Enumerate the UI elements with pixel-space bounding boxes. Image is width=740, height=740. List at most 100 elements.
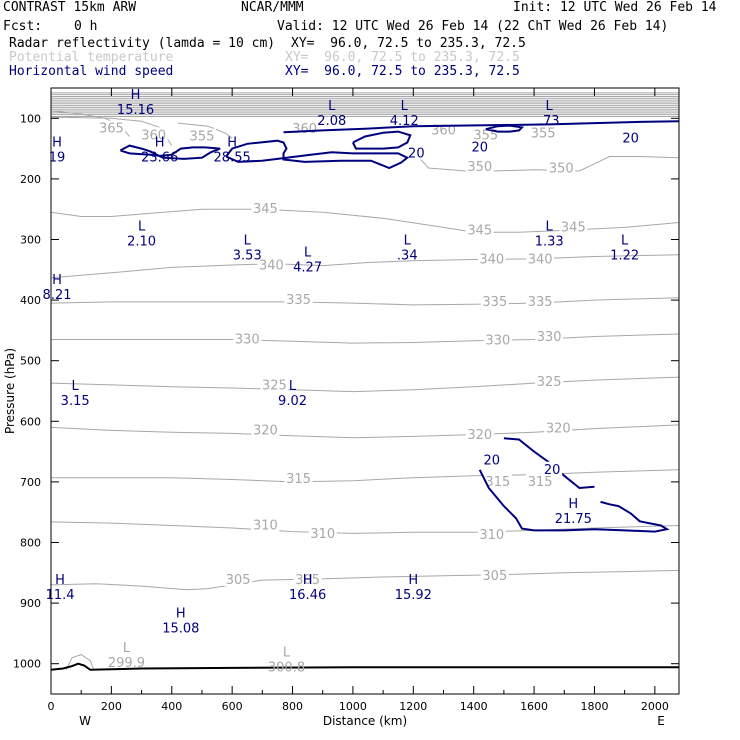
extremum-high-marker: H [155, 135, 165, 150]
org-name: NCAR/MMM [241, 0, 304, 15]
theta-contour-label: 305 [482, 569, 507, 584]
theta-contour-345 [51, 208, 679, 233]
plot-border [50, 87, 680, 695]
y-tick-label: 300 [20, 234, 41, 247]
extremum-value: 1.33 [535, 235, 564, 250]
x-tick-label: 1200 [399, 700, 427, 713]
extremum-high-marker: H [303, 573, 313, 588]
theta-label-bg [480, 567, 509, 582]
theta-contour-label: 320 [253, 423, 278, 438]
theta-contour-label: 330 [537, 330, 562, 345]
theta-contour-label: 310 [479, 528, 504, 543]
wind-contour-label: 20 [484, 454, 501, 469]
theta-label-bg [544, 420, 573, 435]
x-axis-end-left: W [79, 714, 91, 728]
extremum-value: .73 [539, 114, 560, 129]
extremum-value: 2.08 [317, 114, 346, 129]
x-tick-label: 600 [222, 700, 243, 713]
theta-contour-label: 340 [259, 259, 284, 274]
extremum-value: 19 [49, 150, 66, 165]
theta-contour-355 [177, 122, 233, 139]
wind-label-bg [469, 139, 490, 154]
x-tick-label: 1000 [339, 700, 367, 713]
wind-contour-20-2 [225, 139, 410, 170]
y-tick-label: 700 [20, 476, 41, 489]
extremum-low-marker: L [72, 379, 80, 394]
theta-label-bg [224, 572, 253, 587]
y-tick-label: 600 [20, 415, 41, 428]
y-tick-label: 900 [20, 597, 41, 610]
extremum-high-marker: H [568, 497, 578, 512]
extremum-low-marker: L [546, 220, 554, 235]
extremum-low-marker: L [621, 234, 629, 249]
wind-contours: 20 20 20 20 20 [119, 120, 679, 533]
extremum-value: 1.22 [610, 249, 639, 264]
extremum-low-marker: L [328, 99, 336, 114]
wind-label-bg [620, 130, 641, 145]
y-tick-label: 800 [20, 537, 41, 550]
theta-label-bg [535, 329, 564, 344]
extremum-low-marker: L [138, 220, 146, 235]
theta-label-bg [529, 125, 558, 140]
wind-contour-20-4 [485, 124, 525, 133]
wind-label-bg [406, 145, 427, 160]
axes: 0 200 400 600 800 1000 1200 1400 1600 1800 2000 100… [13, 88, 679, 713]
theta-label-bg [465, 427, 494, 442]
theta-label-bg [526, 251, 555, 266]
theta-contour-label: 350 [549, 162, 574, 177]
theta-contour-label: 345 [253, 202, 278, 217]
theta-contour-label: 320 [467, 428, 492, 443]
extremum-low-marker: L [123, 641, 131, 656]
theta-contour-label: 355 [531, 126, 556, 141]
theta-contour-label: 345 [561, 220, 586, 235]
extrema-labels: H15.16 L2.08L4.12L.73H19H23.66H28.55L2.10… [43, 88, 640, 676]
x-tick-label: 2000 [641, 700, 669, 713]
theta-contour-315 [51, 469, 679, 483]
extremum-value: 3.15 [61, 394, 90, 409]
extremum-low-marker: L [304, 246, 312, 261]
theta-contour-label: 305 [295, 573, 320, 588]
wind-contour-label: 20 [622, 131, 639, 146]
theta-label-bg [526, 473, 555, 488]
x-axis-end-right: E [657, 714, 665, 728]
wind-label-bg [542, 461, 563, 476]
x-tick-label: 400 [161, 700, 182, 713]
extremum-high-marker: H [131, 88, 141, 103]
extremum-value: 4.27 [293, 261, 322, 276]
extremum-value: 2.10 [127, 235, 156, 250]
theta-label-bg [233, 331, 262, 346]
theta-contour-label: 310 [310, 527, 335, 542]
theta-label-bg [477, 251, 506, 266]
theta-contour-label: 360 [431, 123, 456, 138]
wind-contour-20-1 [119, 144, 221, 160]
theta-contour-350 [418, 156, 679, 173]
theta-contour-label: 360 [141, 128, 166, 143]
wind-contour-label: 20 [408, 146, 425, 161]
theta-label-bg [465, 158, 494, 173]
extremum-high-marker: H [227, 135, 237, 150]
wind-label-bg [481, 452, 502, 467]
theta-label-bg [526, 293, 555, 308]
theta-terrain-bump [65, 654, 94, 671]
theta-contour-320 [51, 424, 679, 439]
y-tick-label: 400 [20, 294, 41, 307]
extremum-value: 8.21 [43, 288, 72, 303]
extremum-value: 9.02 [278, 394, 307, 409]
x-tick-label: 1800 [580, 700, 608, 713]
wind-contour-20-3 [352, 130, 412, 150]
theta-contour-label: 325 [262, 379, 287, 394]
extremum-low-marker: L [401, 99, 409, 114]
wind-contour-label: 20 [544, 463, 561, 478]
theta-label-bg [535, 373, 564, 388]
extremum-low-marker: L [283, 646, 291, 661]
extremum-value: 21.75 [555, 512, 592, 527]
theta-contour-330 [51, 333, 679, 344]
x-tick-label: 1400 [460, 700, 488, 713]
extremum-value: 300.8 [268, 661, 305, 676]
extremum-low-marker: L [404, 234, 412, 249]
theta-contour-340 [51, 254, 679, 279]
theta-contour-label: 315 [485, 475, 510, 490]
x-tick-label: 200 [101, 700, 122, 713]
terrain-line [51, 662, 679, 671]
